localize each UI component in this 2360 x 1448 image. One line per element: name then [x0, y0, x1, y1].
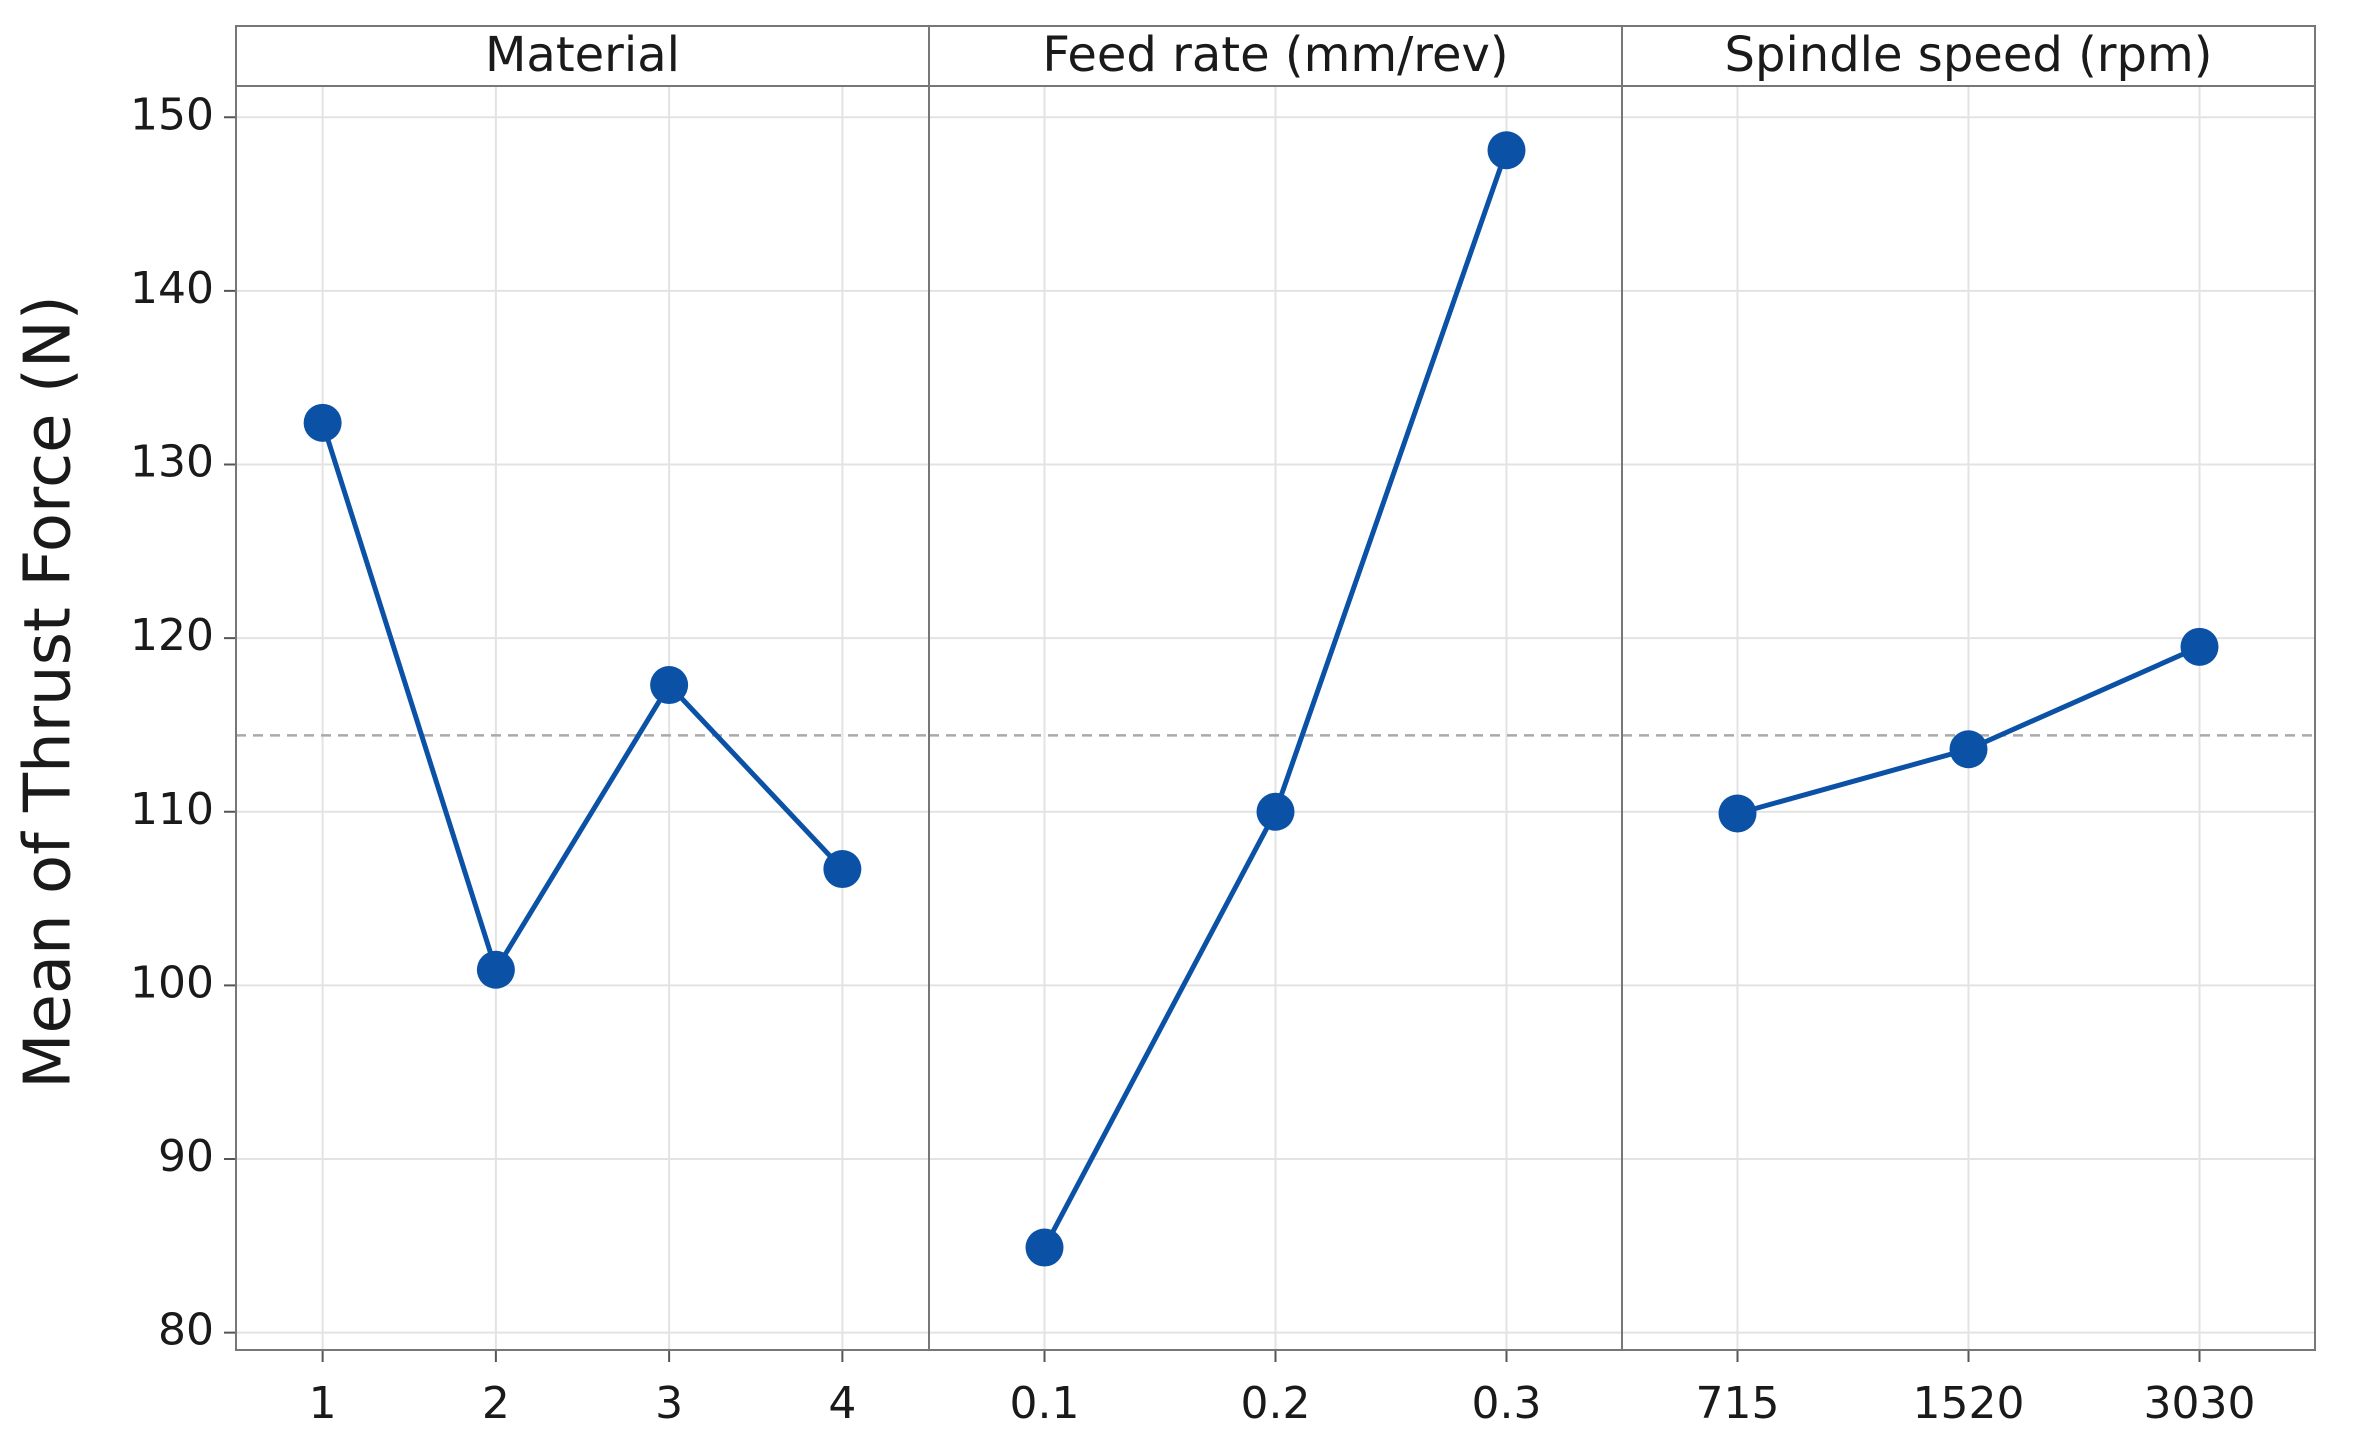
point — [1487, 131, 1526, 170]
x-tick-label: 4 — [828, 1378, 856, 1429]
point — [2180, 627, 2219, 666]
x-tick-label: 2 — [482, 1378, 510, 1429]
point — [823, 850, 862, 889]
point — [1949, 730, 1988, 769]
x-tick-label: 715 — [1696, 1378, 1780, 1429]
point — [1256, 792, 1295, 831]
x-tick-label: 3030 — [2144, 1378, 2256, 1429]
point — [476, 950, 515, 989]
panel-title: Spindle speed (rpm) — [1725, 27, 2213, 83]
y-axis-label: Mean of Thrust Force (N) — [12, 295, 86, 1088]
y-tick-label: 150 — [130, 89, 214, 140]
y-tick-label: 80 — [158, 1305, 214, 1356]
x-tick-label: 0.2 — [1241, 1378, 1311, 1429]
y-tick-label: 140 — [130, 263, 214, 314]
y-tick-label: 110 — [130, 784, 214, 835]
y-tick-label: 130 — [130, 437, 214, 488]
series-line — [320, 422, 845, 976]
y-tick-label: 100 — [130, 957, 214, 1008]
point — [1025, 1228, 1064, 1267]
y-tick-label: 90 — [158, 1131, 214, 1182]
panel-title: Material — [485, 27, 680, 83]
x-tick-label: 1520 — [1913, 1378, 2025, 1429]
x-tick-label: 1 — [309, 1378, 337, 1429]
panel-title: Feed rate (mm/rev) — [1042, 27, 1508, 83]
point — [1718, 794, 1757, 833]
point — [650, 666, 689, 705]
x-tick-label: 0.3 — [1472, 1378, 1542, 1429]
plot-frame — [235, 25, 2316, 1351]
y-tick-label: 120 — [130, 610, 214, 661]
x-tick-label: 3 — [655, 1378, 683, 1429]
point — [303, 403, 342, 442]
x-tick-label: 0.1 — [1010, 1378, 1080, 1429]
